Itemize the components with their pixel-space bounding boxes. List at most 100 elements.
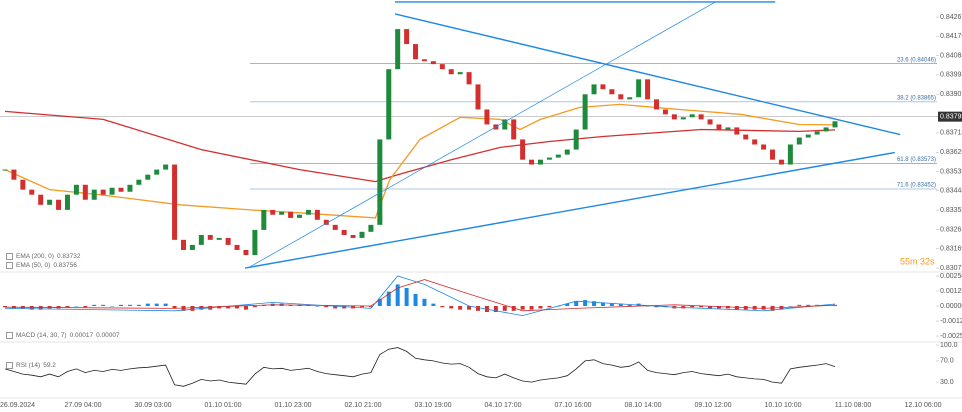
macd-bar bbox=[199, 306, 204, 310]
candle bbox=[475, 84, 481, 110]
candle bbox=[180, 239, 186, 250]
x-tick-label: 11.10 08:00 bbox=[835, 402, 872, 409]
candle bbox=[734, 127, 740, 135]
candle bbox=[216, 237, 222, 240]
candle bbox=[555, 154, 561, 158]
candle bbox=[288, 211, 294, 218]
candle bbox=[537, 159, 543, 165]
macd-bar bbox=[154, 303, 159, 307]
candle bbox=[207, 234, 213, 240]
macd-bar bbox=[333, 306, 338, 309]
x-tick-label: 26.09.2024 bbox=[0, 402, 35, 409]
macd-bar bbox=[226, 306, 231, 309]
candle bbox=[591, 84, 597, 95]
candle bbox=[457, 72, 463, 75]
legend-value: 0.00007 bbox=[96, 332, 120, 340]
candle bbox=[145, 174, 151, 180]
candle bbox=[198, 234, 204, 245]
macd-bar bbox=[422, 298, 427, 307]
candle bbox=[305, 209, 311, 215]
macd-legend: MACD (14, 30, 7) 0.00017 0.00007 bbox=[6, 332, 123, 339]
macd-bar bbox=[172, 306, 177, 309]
macd-bar bbox=[645, 306, 650, 307]
macd-bar bbox=[654, 306, 659, 308]
candle bbox=[73, 184, 79, 195]
candle bbox=[2, 169, 8, 171]
candle bbox=[770, 149, 776, 160]
ema-line bbox=[4, 110, 836, 183]
fib-label: 38.2 (0.83865) bbox=[897, 95, 936, 101]
candle bbox=[189, 244, 195, 250]
macd-bar bbox=[609, 303, 614, 307]
macd-bar bbox=[806, 304, 811, 307]
candle bbox=[502, 119, 508, 130]
macd-bar bbox=[413, 294, 418, 307]
macd-bar bbox=[538, 306, 543, 309]
candle bbox=[430, 61, 436, 65]
y-tick-label: 0.83352 bbox=[940, 207, 962, 214]
y-tick-label: 0.83077 bbox=[940, 265, 962, 272]
macd-bar bbox=[431, 303, 436, 307]
macd-bar bbox=[288, 304, 293, 307]
candle bbox=[421, 59, 427, 62]
candle bbox=[279, 211, 285, 215]
candle bbox=[814, 131, 820, 135]
macd-bar bbox=[761, 306, 766, 310]
candle bbox=[671, 114, 677, 120]
fib-label: 61.8 (0.83573) bbox=[897, 157, 936, 163]
macd-bar bbox=[29, 306, 34, 310]
candle bbox=[609, 89, 615, 95]
candle bbox=[716, 124, 722, 130]
candle bbox=[573, 129, 579, 150]
candle bbox=[787, 144, 793, 165]
candle bbox=[413, 44, 419, 60]
macd-bar bbox=[83, 306, 88, 308]
macd-bar bbox=[708, 306, 713, 309]
macd-bar bbox=[449, 306, 454, 309]
macd-bar bbox=[101, 304, 106, 307]
macd-bar bbox=[797, 304, 802, 307]
macd-bar bbox=[547, 306, 552, 308]
candle bbox=[511, 119, 517, 140]
ema-line bbox=[4, 103, 836, 219]
candle bbox=[529, 159, 535, 165]
candle bbox=[100, 189, 106, 195]
y-tick-label: 0.83535 bbox=[940, 168, 962, 175]
legend-value: 0.83756 bbox=[53, 262, 77, 270]
candle bbox=[314, 209, 320, 220]
candle bbox=[796, 137, 802, 145]
macd-bar bbox=[136, 304, 141, 307]
candle bbox=[359, 231, 365, 238]
candle bbox=[404, 29, 410, 45]
y-tick-label: 0.83626 bbox=[940, 149, 962, 156]
macd-bar bbox=[493, 306, 498, 313]
candle bbox=[350, 234, 356, 238]
candle bbox=[484, 109, 490, 125]
current-price-box bbox=[938, 111, 962, 122]
candle bbox=[823, 127, 829, 132]
candle bbox=[323, 219, 329, 225]
candle bbox=[377, 139, 383, 225]
candle bbox=[600, 84, 606, 90]
y-tick-label: 0.00000 bbox=[940, 303, 962, 310]
legend-name: RSI (14) bbox=[16, 362, 41, 370]
y-tick-label: 0.84176 bbox=[940, 33, 962, 40]
macd-bar bbox=[315, 306, 320, 307]
x-tick-label: 07.10 16:00 bbox=[555, 402, 592, 409]
candle bbox=[368, 224, 374, 232]
fib-label: 23.6 (0.84046) bbox=[897, 57, 936, 63]
candle bbox=[29, 189, 35, 195]
candle bbox=[439, 64, 445, 70]
x-tick-label: 03.10 19:00 bbox=[415, 402, 452, 409]
macd-bar bbox=[110, 306, 115, 307]
macd-bar bbox=[592, 301, 597, 307]
candle bbox=[707, 119, 713, 125]
x-tick-label: 04.10 17:00 bbox=[485, 402, 522, 409]
trendline bbox=[247, 1, 716, 269]
macd-bar bbox=[627, 304, 632, 307]
macd-bar bbox=[467, 306, 472, 310]
y-tick-label: 0.83901 bbox=[940, 91, 962, 98]
